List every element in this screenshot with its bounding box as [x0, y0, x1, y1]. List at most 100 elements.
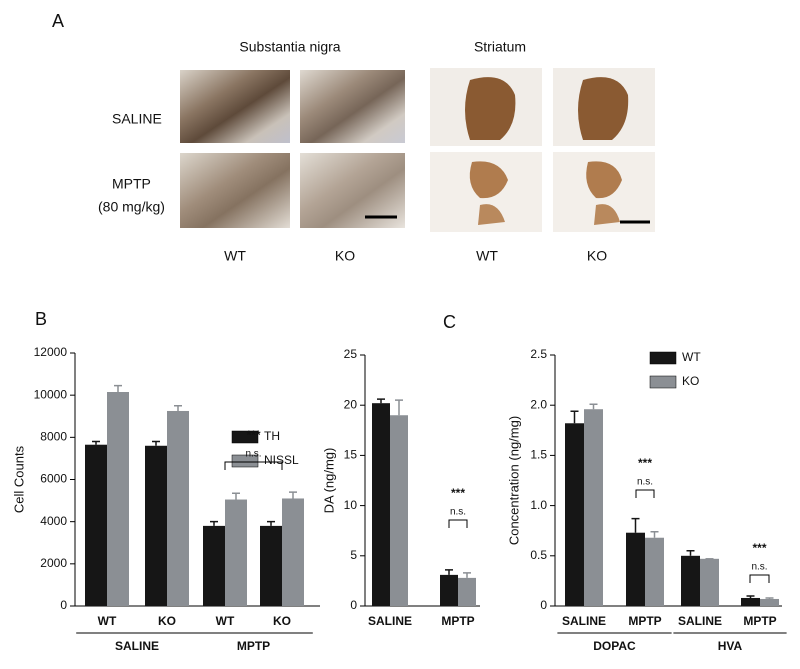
column-label: KO: [335, 248, 355, 264]
significance: ***: [451, 486, 465, 500]
bar: [390, 415, 408, 606]
y-tick-label: 0: [540, 598, 547, 612]
legend-swatch: [231, 454, 259, 468]
y-tick-label: 5: [350, 548, 357, 562]
y-tick-label: 2.5: [530, 347, 547, 361]
error-bar: [589, 403, 598, 410]
y-tick-label: 1.5: [530, 448, 547, 462]
x-tick-label: SALINE: [368, 614, 412, 628]
bar: [645, 537, 664, 606]
x-tick-label: MPTP: [628, 614, 661, 628]
y-tick-label: 10000: [34, 387, 68, 401]
error-bar: [463, 572, 471, 578]
row-label: MPTP: [112, 176, 151, 192]
error-bar: [746, 595, 755, 598]
bracket: [448, 519, 468, 528]
bar: [260, 525, 282, 606]
y-axis-label: Cell Counts: [11, 445, 26, 513]
bracket: [635, 489, 655, 498]
x-tick-label: SALINE: [562, 614, 606, 628]
image: [180, 153, 290, 228]
significance: n.s.: [450, 507, 466, 518]
section-title: Substantia nigra: [239, 39, 340, 55]
y-tick-label: 1.0: [530, 498, 547, 512]
bar: [282, 498, 304, 606]
striatum-images: [430, 68, 655, 232]
y-tick-label: 0: [60, 598, 67, 612]
bar: [107, 392, 129, 606]
y-axis-label: DA (ng/mg): [321, 448, 336, 514]
y-tick-label: 15: [344, 448, 358, 462]
bracket: [224, 461, 283, 470]
error-bar: [445, 569, 453, 575]
y-tick-label: 0: [350, 598, 357, 612]
significance: n.s.: [637, 477, 653, 488]
error-bar: [765, 597, 774, 599]
significance: n.s.: [245, 449, 261, 460]
bar: [203, 525, 225, 606]
error-bar: [395, 399, 403, 416]
panel-a-images: [180, 68, 655, 232]
image: [300, 70, 405, 143]
section-title: Striatum: [474, 39, 526, 55]
error-bar: [570, 410, 579, 424]
y-tick-label: 6000: [40, 472, 67, 486]
y-tick-label: 20: [344, 397, 358, 411]
column-label: WT: [224, 248, 246, 264]
bar: [741, 597, 760, 606]
image: [180, 70, 290, 143]
bar: [760, 598, 779, 606]
significance: ***: [752, 541, 766, 555]
bar: [458, 577, 476, 606]
x-tick-label: WT: [98, 614, 117, 628]
bar: [700, 558, 719, 606]
bracket: [749, 574, 770, 583]
error-bar: [686, 550, 695, 556]
error-bar: [174, 404, 182, 411]
y-tick-label: 10: [344, 498, 358, 512]
bar: [167, 410, 189, 606]
y-tick-label: 0.5: [530, 548, 547, 562]
group-label: SALINE: [115, 639, 159, 653]
significance: ***: [246, 428, 260, 442]
y-tick-label: 25: [344, 347, 358, 361]
y-tick-label: 4000: [40, 514, 67, 528]
bar: [626, 532, 645, 606]
bar: [372, 403, 390, 606]
legend-swatch: [649, 351, 677, 365]
panel-label: C: [443, 312, 456, 332]
legend-label: WT: [682, 350, 701, 364]
y-tick-label: 2000: [40, 556, 67, 570]
x-tick-label: MPTP: [743, 614, 776, 628]
bar: [440, 574, 458, 606]
row-label: (80 mg/kg): [98, 199, 165, 215]
legend-label: NISSL: [264, 453, 299, 467]
bar: [681, 555, 700, 606]
column-label: KO: [587, 248, 607, 264]
y-tick-label: 8000: [40, 430, 67, 444]
error-bar: [289, 491, 297, 499]
legend-label: TH: [264, 429, 280, 443]
error-bar: [92, 440, 100, 445]
bar: [145, 445, 167, 606]
row-label: SALINE: [112, 111, 162, 127]
bar: [584, 409, 603, 606]
error-bar: [650, 530, 659, 538]
group-label: DOPAC: [593, 639, 636, 653]
x-tick-label: KO: [158, 614, 176, 628]
legend-swatch: [231, 430, 259, 444]
error-bar: [152, 440, 160, 446]
bar: [85, 444, 107, 606]
y-axis-label: Concentration (ng/mg): [506, 416, 521, 545]
x-tick-label: MPTP: [441, 614, 474, 628]
panel-label: A: [52, 11, 64, 31]
column-label: WT: [476, 248, 498, 264]
panel-label: B: [35, 309, 47, 329]
x-tick-label: SALINE: [678, 614, 722, 628]
bar: [565, 423, 584, 606]
error-bar: [267, 520, 275, 526]
bar: [225, 499, 247, 606]
error-bar: [114, 384, 122, 393]
y-tick-label: 2.0: [530, 397, 547, 411]
